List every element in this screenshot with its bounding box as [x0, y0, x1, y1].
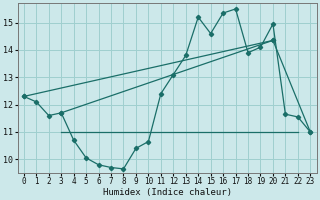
- X-axis label: Humidex (Indice chaleur): Humidex (Indice chaleur): [103, 188, 232, 197]
